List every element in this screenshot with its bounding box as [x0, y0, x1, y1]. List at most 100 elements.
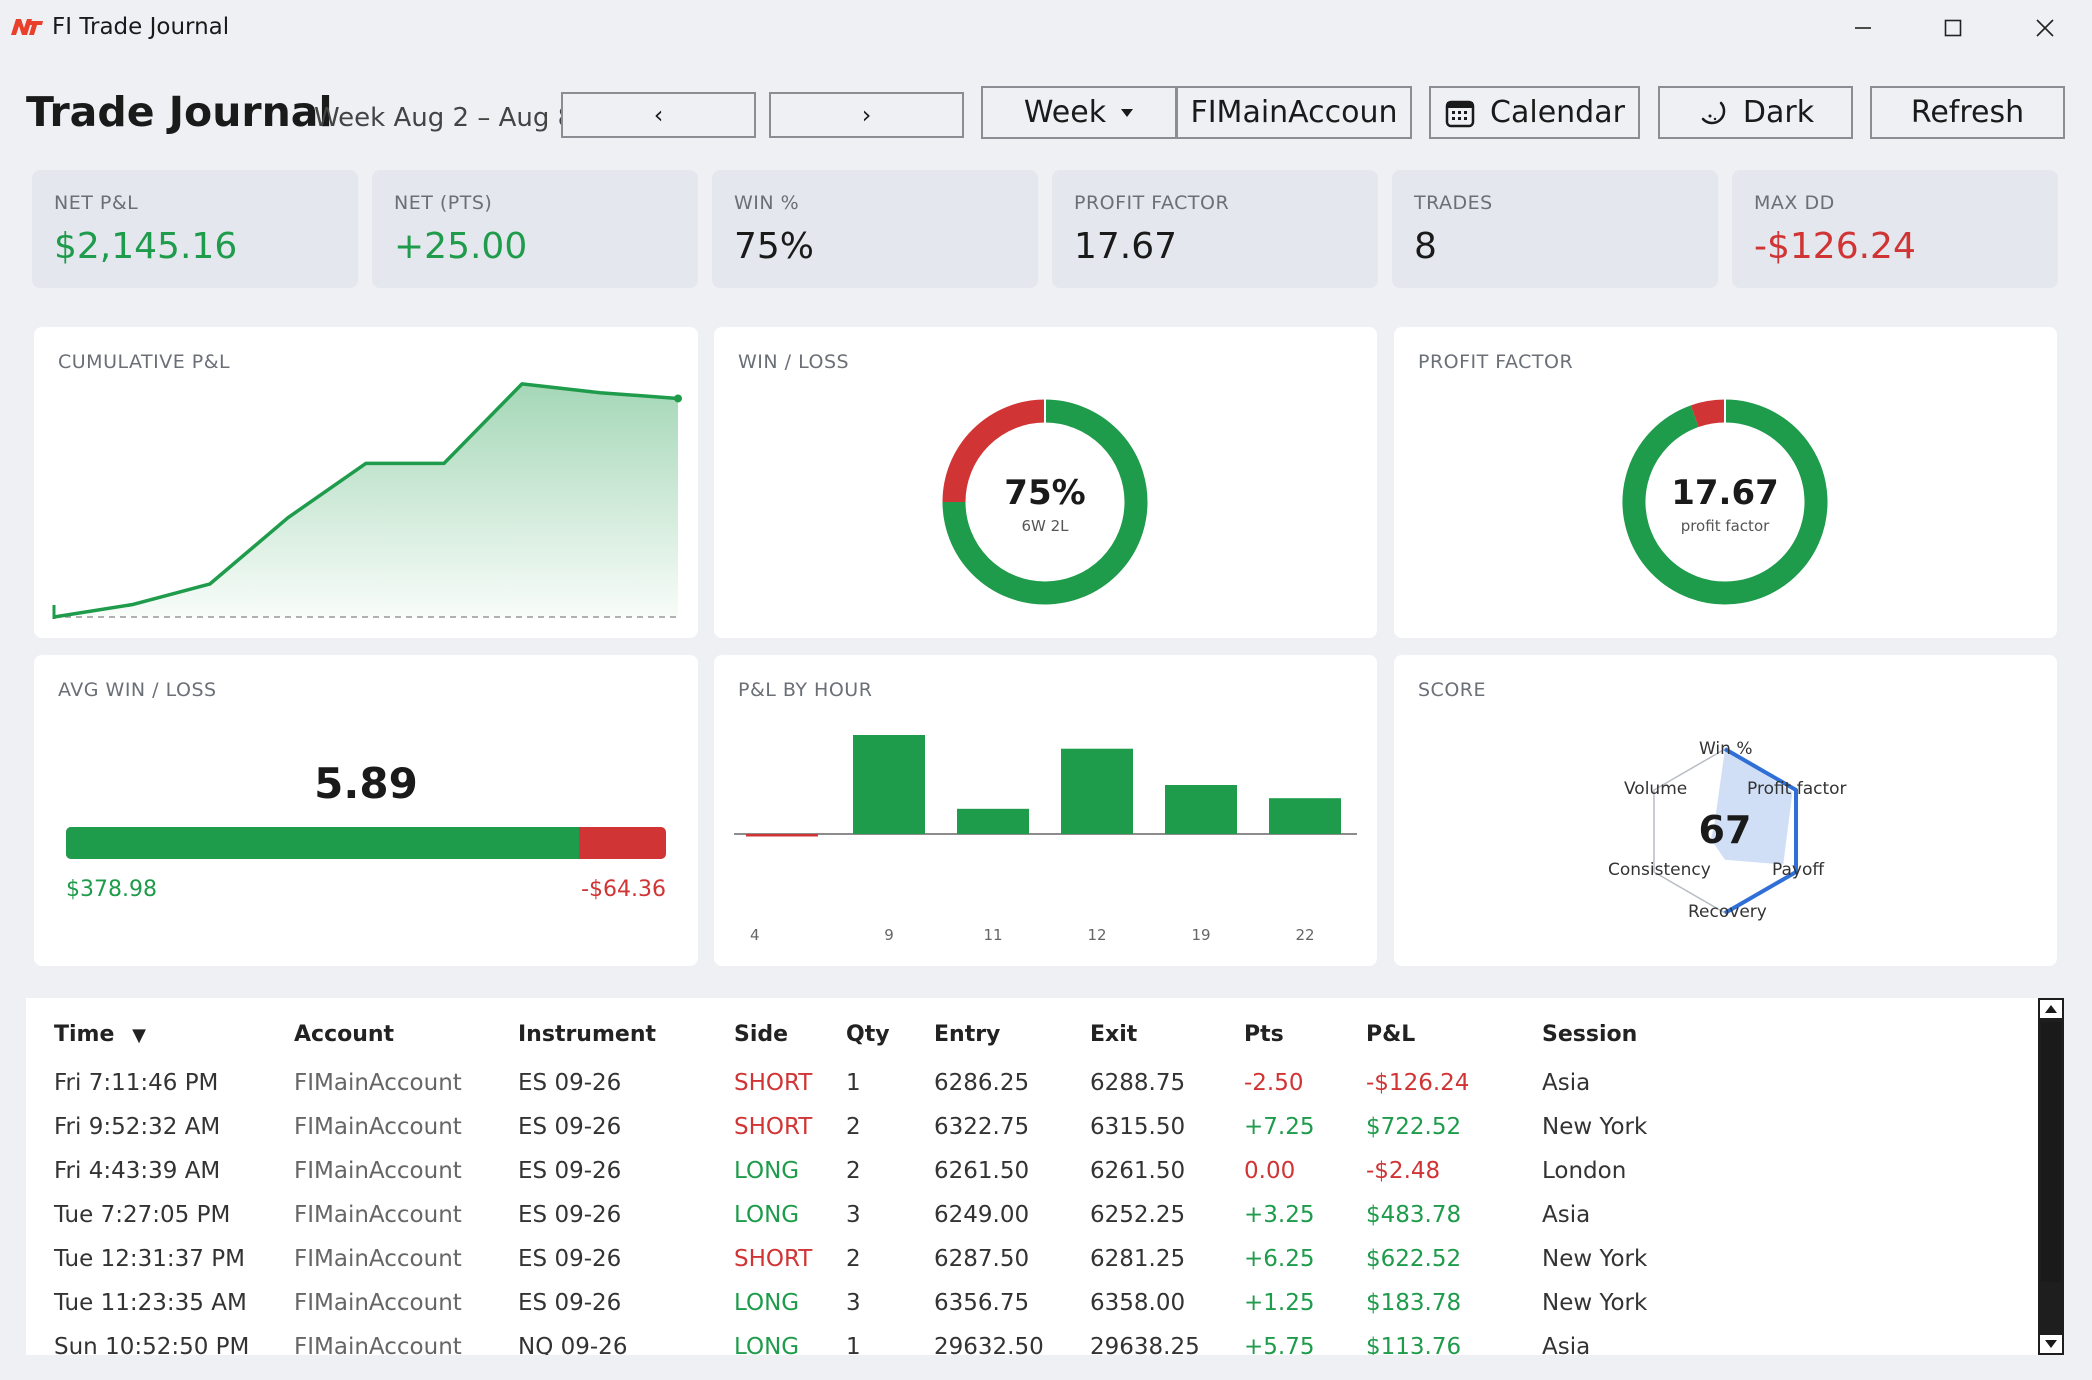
cell-pts: +7.25: [1244, 1114, 1315, 1140]
cell-account: FIMainAccount: [294, 1290, 462, 1316]
close-icon: [2036, 19, 2054, 37]
col-header-pts[interactable]: Pts: [1244, 1022, 1284, 1047]
cell-account: FIMainAccount: [294, 1114, 462, 1140]
cell-time: Fri 9:52:32 AM: [54, 1114, 221, 1140]
minimize-icon: [1855, 27, 1871, 29]
card-label: P&L BY HOUR: [738, 679, 873, 701]
table-row[interactable]: Fri 7:11:46 PM FIMainAccount ES 09-26 SHORT…: [26, 1070, 2042, 1114]
refresh-button[interactable]: Refresh: [1870, 86, 2065, 139]
cell-qty: 2: [846, 1114, 861, 1140]
trades-table: Time ▼ Account Instrument Side Qty Entry…: [26, 998, 2042, 1355]
card-label: PROFIT FACTOR: [1418, 351, 1574, 373]
radar-label-consistency: Consistency: [1608, 860, 1711, 880]
profit-factor-card: PROFIT FACTOR 17.67 profit factor: [1394, 327, 2057, 638]
sort-desc-icon: ▼: [132, 1025, 146, 1046]
cell-instrument: ES 09-26: [518, 1290, 622, 1316]
chevron-down-icon: [1121, 108, 1134, 117]
scroll-up-button[interactable]: [2038, 998, 2064, 1020]
col-header-time[interactable]: Time ▼: [54, 1022, 146, 1047]
cell-exit: 6315.50: [1090, 1114, 1186, 1140]
col-header-entry[interactable]: Entry: [934, 1022, 1001, 1047]
table-scrollbar[interactable]: [2038, 998, 2064, 1355]
hour-bar: [1269, 798, 1341, 834]
calendar-icon: [1445, 100, 1475, 127]
calendar-button[interactable]: Calendar: [1429, 86, 1640, 139]
hour-tick-label: 12: [1087, 926, 1106, 944]
cell-entry: 6261.50: [934, 1158, 1030, 1184]
profit-factor-donut: [1622, 399, 1828, 605]
cell-pts: -2.50: [1244, 1070, 1304, 1096]
hour-tick-label: 4: [750, 926, 760, 944]
period-select-value: Week: [1023, 95, 1107, 130]
col-header-session[interactable]: Session: [1542, 1022, 1638, 1047]
title-bar: FI Trade Journal: [0, 0, 2092, 56]
col-header-side[interactable]: Side: [734, 1022, 789, 1047]
cell-qty: 3: [846, 1202, 861, 1228]
table-row[interactable]: Sun 10:52:50 PM FIMainAccount NQ 09-26 LONG…: [26, 1334, 2042, 1355]
radar-label-recovery: Recovery: [1688, 902, 1767, 922]
app-logo-icon: [11, 19, 43, 35]
avg-win-loss-bar: [66, 827, 666, 859]
account-select-value: FIMainAccoun: [1190, 95, 1398, 130]
cell-side: LONG: [734, 1158, 800, 1184]
cell-pts: +5.75: [1244, 1334, 1315, 1355]
hour-bar: [1165, 785, 1237, 834]
prev-week-button[interactable]: ‹: [561, 92, 756, 138]
win-loss-ratio: 5.89: [314, 759, 418, 808]
kpi-label: MAX DD: [1754, 192, 1835, 214]
score-radar-chart: [1653, 747, 1799, 915]
cumulative-area: [54, 383, 678, 617]
kpi-label: PROFIT FACTOR: [1074, 192, 1230, 214]
cell-account: FIMainAccount: [294, 1202, 462, 1228]
cell-instrument: ES 09-26: [518, 1158, 622, 1184]
cell-qty: 2: [846, 1158, 861, 1184]
col-header-pnl[interactable]: P&L: [1366, 1022, 1416, 1047]
avg-win-bar-fill: [66, 827, 579, 859]
col-header-account[interactable]: Account: [294, 1022, 395, 1047]
col-header-qty[interactable]: Qty: [846, 1022, 890, 1047]
table-row[interactable]: Tue 7:27:05 PM FIMainAccount ES 09-26 LONG 3…: [26, 1202, 2042, 1246]
kpi-profit-factor: PROFIT FACTOR 17.67: [1052, 170, 1378, 288]
next-week-button[interactable]: ›: [769, 92, 964, 138]
account-select[interactable]: FIMainAccoun: [1176, 86, 1412, 139]
hour-bar: [746, 834, 818, 837]
col-header-exit[interactable]: Exit: [1090, 1022, 1138, 1047]
table-row[interactable]: Fri 4:43:39 AM FIMainAccount ES 09-26 LONG 2…: [26, 1158, 2042, 1202]
maximize-button[interactable]: [1908, 0, 1998, 56]
score-value: 67: [1698, 808, 1752, 852]
page-title: Trade Journal: [26, 88, 333, 136]
cell-pnl: -$2.48: [1366, 1158, 1441, 1184]
maximize-icon: [1944, 19, 1962, 37]
cell-account: FIMainAccount: [294, 1158, 462, 1184]
cell-session: Asia: [1542, 1202, 1591, 1228]
cell-pnl: $483.78: [1366, 1202, 1462, 1228]
week-range: Week Aug 2 – Aug 8: [314, 103, 575, 133]
cell-pts: +6.25: [1244, 1246, 1315, 1272]
card-label: WIN / LOSS: [738, 351, 850, 373]
dark-mode-button[interactable]: Dark: [1658, 86, 1853, 139]
cell-account: FIMainAccount: [294, 1246, 462, 1272]
col-header-instrument[interactable]: Instrument: [518, 1022, 656, 1047]
cell-time: Tue 12:31:37 PM: [54, 1246, 245, 1272]
table-row[interactable]: Tue 12:31:37 PM FIMainAccount ES 09-26 SHOR…: [26, 1246, 2042, 1290]
hour-bar: [853, 735, 925, 834]
cell-entry: 6249.00: [934, 1202, 1030, 1228]
table-row[interactable]: Tue 11:23:35 AM FIMainAccount ES 09-26 LONG…: [26, 1290, 2042, 1334]
table-row[interactable]: Fri 9:52:32 AM FIMainAccount ES 09-26 SHORT…: [26, 1114, 2042, 1158]
cell-time: Tue 7:27:05 PM: [54, 1202, 231, 1228]
hour-tick-label: 11: [983, 926, 1002, 944]
cell-account: FIMainAccount: [294, 1070, 462, 1096]
scroll-down-button[interactable]: [2038, 1333, 2064, 1355]
cumulative-pnl-chart: [52, 382, 682, 619]
scroll-thumb[interactable]: [2041, 1022, 2061, 1282]
cell-session: Asia: [1542, 1334, 1591, 1355]
gross-loss-slice: [1690, 399, 1726, 428]
minimize-button[interactable]: [1818, 0, 1908, 56]
cell-pnl: $722.52: [1366, 1114, 1462, 1140]
kpi-value: $2,145.16: [54, 226, 238, 267]
period-select[interactable]: Week: [981, 86, 1177, 139]
cell-side: SHORT: [734, 1114, 813, 1140]
close-button[interactable]: [2000, 0, 2090, 56]
col-header-time-label: Time: [54, 1022, 115, 1047]
cell-exit: 6261.50: [1090, 1158, 1186, 1184]
